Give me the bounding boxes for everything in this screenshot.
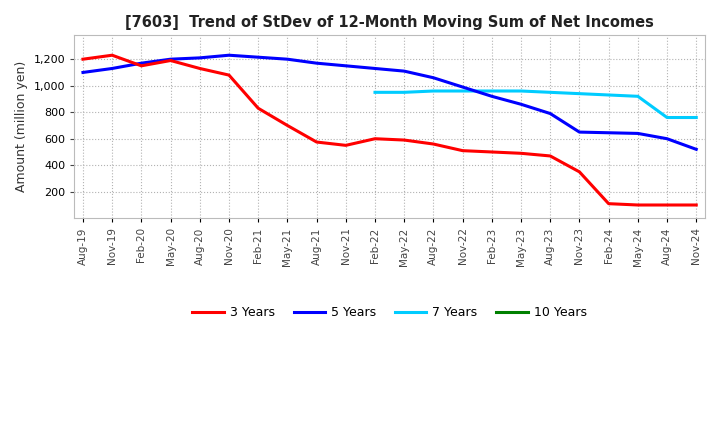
3 Years (312, 139, 321, 145)
3 Years (487, 149, 496, 154)
5 Years (634, 131, 642, 136)
5 Years (341, 63, 350, 69)
5 Years (371, 66, 379, 71)
3 Years (662, 202, 671, 208)
3 Years (137, 63, 145, 69)
7 Years (487, 88, 496, 94)
3 Years (371, 136, 379, 141)
Line: 5 Years: 5 Years (83, 55, 696, 149)
7 Years (662, 115, 671, 120)
3 Years (108, 52, 117, 58)
Legend: 3 Years, 5 Years, 7 Years, 10 Years: 3 Years, 5 Years, 7 Years, 10 Years (187, 301, 592, 324)
3 Years (283, 123, 292, 128)
5 Years (662, 136, 671, 141)
3 Years (429, 141, 438, 147)
3 Years (225, 73, 233, 78)
5 Years (195, 55, 204, 61)
3 Years (195, 66, 204, 71)
5 Years (108, 66, 117, 71)
3 Years (78, 57, 87, 62)
5 Years (487, 94, 496, 99)
3 Years (604, 201, 613, 206)
5 Years (78, 70, 87, 75)
5 Years (429, 75, 438, 81)
5 Years (225, 52, 233, 58)
3 Years (634, 202, 642, 208)
7 Years (546, 90, 554, 95)
5 Years (517, 102, 526, 107)
5 Years (283, 57, 292, 62)
Y-axis label: Amount (million yen): Amount (million yen) (15, 61, 28, 192)
5 Years (312, 61, 321, 66)
3 Years (254, 106, 263, 111)
3 Years (546, 153, 554, 158)
7 Years (517, 88, 526, 94)
3 Years (692, 202, 701, 208)
7 Years (371, 90, 379, 95)
5 Years (546, 111, 554, 116)
7 Years (604, 92, 613, 98)
5 Years (166, 57, 175, 62)
7 Years (575, 91, 584, 96)
7 Years (459, 88, 467, 94)
5 Years (575, 129, 584, 135)
3 Years (459, 148, 467, 153)
3 Years (166, 58, 175, 63)
5 Years (137, 61, 145, 66)
7 Years (429, 88, 438, 94)
5 Years (400, 69, 408, 74)
5 Years (254, 55, 263, 60)
7 Years (400, 90, 408, 95)
Title: [7603]  Trend of StDev of 12-Month Moving Sum of Net Incomes: [7603] Trend of StDev of 12-Month Moving… (125, 15, 654, 30)
3 Years (400, 137, 408, 143)
Line: 7 Years: 7 Years (375, 91, 696, 117)
5 Years (604, 130, 613, 136)
3 Years (575, 169, 584, 175)
5 Years (459, 84, 467, 90)
7 Years (634, 94, 642, 99)
3 Years (517, 150, 526, 156)
3 Years (341, 143, 350, 148)
7 Years (692, 115, 701, 120)
5 Years (692, 147, 701, 152)
Line: 3 Years: 3 Years (83, 55, 696, 205)
